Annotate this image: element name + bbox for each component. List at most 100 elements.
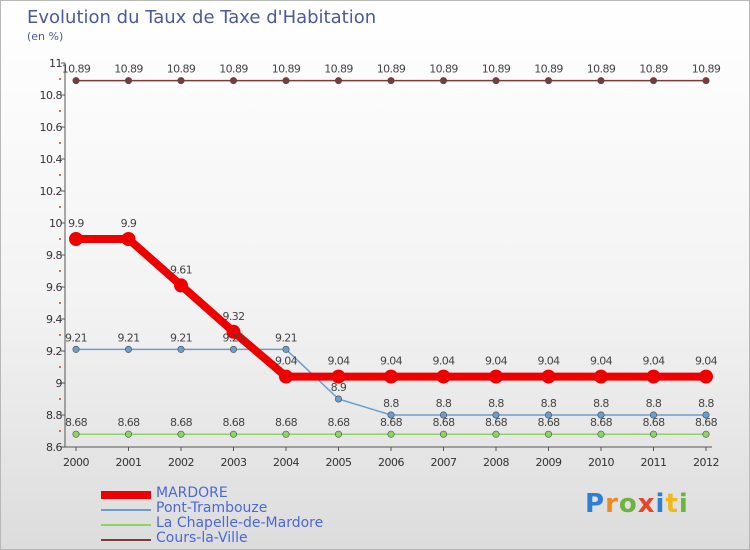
y-minor-tick — [59, 366, 61, 368]
x-tick-label: 2011 — [641, 456, 667, 469]
data-point — [597, 430, 605, 438]
data-point — [544, 430, 552, 438]
x-tick-label: 2001 — [116, 456, 142, 469]
data-label: 8.68 — [642, 416, 665, 429]
data-point — [177, 77, 185, 85]
data-label: 9.04 — [537, 355, 560, 368]
data-point — [125, 345, 133, 353]
data-label: 9.9 — [68, 217, 84, 230]
data-point — [384, 369, 398, 384]
data-label: 8.8 — [646, 397, 662, 410]
data-label: 8.68 — [485, 416, 508, 429]
x-tick-label: 2005 — [326, 456, 352, 469]
data-point — [597, 411, 605, 419]
data-label: 10.89 — [692, 63, 721, 76]
data-label: 8.68 — [327, 416, 350, 429]
data-label: 10.89 — [482, 63, 511, 76]
data-label: 9.04 — [275, 355, 298, 368]
data-label: 8.9 — [331, 381, 347, 394]
data-label: 8.68 — [170, 416, 193, 429]
data-point — [702, 430, 710, 438]
y-tick-label: 10.8 — [40, 89, 63, 102]
data-point — [439, 430, 447, 438]
data-label: 10.89 — [62, 63, 91, 76]
data-label: 10.89 — [377, 63, 406, 76]
y-tick-label: 9.6 — [46, 281, 62, 294]
y-minor-tick — [59, 334, 61, 336]
data-label: 8.8 — [541, 397, 557, 410]
data-point — [387, 430, 395, 438]
data-label: 9.04 — [590, 355, 613, 368]
x-tick-label: 2010 — [588, 456, 614, 469]
data-label: 9.9 — [121, 217, 137, 230]
y-tick-label: 10.4 — [40, 153, 63, 166]
x-tick-label: 2009 — [536, 456, 562, 469]
y-tick-label: 10 — [49, 217, 62, 230]
data-point — [72, 430, 80, 438]
data-label: 8.68 — [275, 416, 298, 429]
data-point — [594, 369, 608, 384]
data-label: 10.89 — [324, 63, 353, 76]
x-tick-label: 2006 — [378, 456, 404, 469]
data-point — [230, 345, 238, 353]
data-label: 10.89 — [272, 63, 301, 76]
data-label: 8.68 — [590, 416, 613, 429]
y-minor-tick — [59, 206, 61, 208]
unit-label: (en %) — [27, 30, 64, 43]
data-point — [334, 395, 342, 403]
data-label: 8.8 — [698, 397, 714, 410]
data-label: 8.68 — [380, 416, 403, 429]
y-tick-label: 9 — [56, 377, 63, 390]
x-tick-label: 2002 — [168, 456, 194, 469]
data-label: 10.89 — [429, 63, 458, 76]
data-point — [702, 411, 710, 419]
data-point — [230, 430, 238, 438]
data-point — [702, 77, 710, 85]
logo-letter: P — [585, 489, 606, 519]
data-label: 9.04 — [642, 355, 665, 368]
data-label: 9.32 — [222, 310, 244, 323]
data-point — [282, 345, 290, 353]
y-minor-tick — [59, 78, 61, 80]
data-label: 8.68 — [117, 416, 140, 429]
data-label: 8.8 — [436, 397, 452, 410]
data-point — [649, 411, 657, 419]
logo-letter: i — [655, 489, 666, 519]
proxiti-logo: Proxiti — [585, 489, 689, 519]
data-label: 9.04 — [485, 355, 508, 368]
data-label: 9.21 — [170, 331, 192, 344]
data-label: 9.21 — [65, 331, 87, 344]
data-point — [72, 345, 80, 353]
data-point — [69, 232, 83, 246]
data-point — [646, 369, 661, 384]
y-minor-tick — [59, 142, 61, 144]
data-point — [334, 77, 342, 85]
y-minor-tick — [59, 110, 61, 112]
y-tick-label: 9.2 — [46, 345, 62, 358]
legend-swatch — [101, 524, 151, 526]
data-point — [387, 77, 395, 85]
data-label: 9.21 — [117, 331, 139, 344]
x-tick-label: 2008 — [483, 456, 509, 469]
logo-letter: i — [678, 489, 689, 519]
legend-label: La Chapelle-de-Mardore — [156, 515, 324, 531]
y-minor-tick — [59, 238, 61, 240]
logo-letter: r — [605, 489, 619, 519]
legend-swatch — [101, 539, 151, 541]
data-label: 8.68 — [695, 416, 718, 429]
data-point — [282, 77, 290, 85]
x-tick-label: 2003 — [221, 456, 247, 469]
data-label: 10.89 — [534, 63, 563, 76]
data-label: 8.68 — [222, 416, 245, 429]
data-label: 8.68 — [65, 416, 88, 429]
data-label: 8.68 — [432, 416, 455, 429]
data-point — [230, 77, 238, 85]
data-point — [72, 77, 80, 85]
data-point — [649, 77, 657, 85]
data-label: 10.89 — [114, 63, 143, 76]
data-point — [226, 324, 241, 339]
data-point — [436, 369, 451, 384]
data-label: 9.04 — [695, 355, 718, 368]
